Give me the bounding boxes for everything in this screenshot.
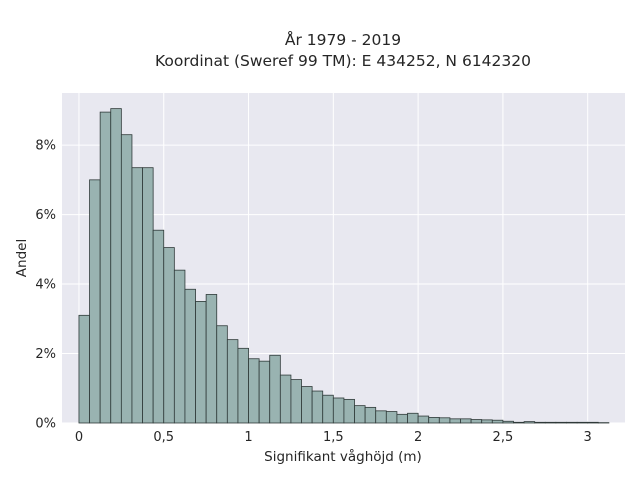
histogram-bar	[322, 394, 334, 424]
x-tick-label: 2,5	[493, 430, 514, 445]
bars-group	[78, 108, 610, 424]
histogram-bar	[120, 134, 133, 424]
histogram-bar	[438, 417, 451, 424]
y-tick-label: 2%	[35, 347, 56, 362]
y-tick-labels: 0% 2% 4% 6% 8%	[35, 139, 56, 432]
histogram-bar	[587, 421, 599, 424]
histogram-bar	[248, 358, 260, 424]
histogram-bar	[332, 397, 345, 424]
x-axis-label: Signifikant våghöjd (m)	[264, 448, 422, 465]
histogram-bar	[205, 294, 218, 424]
y-tick-label: 6%	[35, 208, 56, 223]
y-tick-label: 4%	[35, 278, 56, 293]
histogram-bar	[576, 421, 589, 424]
histogram-bar	[163, 247, 175, 424]
x-tick-label: 1	[244, 430, 252, 445]
histogram-bar	[269, 354, 281, 424]
histogram-bar	[110, 108, 122, 424]
histogram-bar	[523, 421, 536, 424]
histogram-bar	[131, 167, 143, 424]
y-tick-label: 8%	[35, 139, 56, 154]
histogram-bar	[491, 419, 504, 424]
histogram-bar	[470, 419, 483, 424]
histogram-bar	[311, 390, 324, 424]
x-tick-label: 1,5	[323, 430, 344, 445]
histogram-bar	[566, 421, 578, 424]
histogram-bar	[99, 111, 112, 424]
histogram-bar	[502, 420, 514, 424]
histogram-bar	[385, 411, 398, 424]
chart-title-line1: År 1979 - 2019	[285, 30, 401, 49]
histogram-bar	[184, 288, 196, 424]
histogram-bar	[407, 412, 419, 424]
x-tick-label: 2	[414, 430, 422, 445]
histogram-bar	[343, 398, 355, 424]
x-tick-label: 3	[584, 430, 592, 445]
histogram-bar	[290, 379, 302, 424]
histogram-bar	[481, 419, 493, 424]
histogram-bar	[237, 347, 249, 424]
histogram-bar	[428, 417, 440, 424]
histogram-bar	[354, 405, 366, 424]
histogram-bar	[513, 421, 525, 424]
histogram-bar	[449, 418, 461, 424]
histogram-bar	[216, 325, 228, 424]
histogram-bar	[555, 421, 567, 424]
histogram-bar	[417, 415, 430, 424]
histogram-bar	[152, 229, 165, 424]
histogram-bar	[78, 314, 90, 424]
histogram-bar	[396, 413, 408, 424]
chart-title-line2: Koordinat (Sweref 99 TM): E 434252, N 61…	[155, 52, 531, 70]
histogram-bar	[279, 374, 292, 424]
histogram-bar	[364, 406, 377, 424]
x-tick-label: 0	[75, 430, 83, 445]
histogram-bar	[375, 410, 387, 424]
histogram-bar	[89, 179, 101, 424]
y-axis-label: Andel	[14, 239, 30, 277]
y-tick-label: 0%	[35, 417, 56, 432]
histogram-bar	[173, 269, 186, 424]
histogram-bar	[544, 421, 557, 424]
histogram-bar	[301, 386, 313, 424]
histogram-bar	[195, 301, 207, 424]
histogram-bar	[142, 167, 154, 424]
histogram-bar	[226, 339, 239, 424]
x-tick-label: 0,5	[153, 430, 174, 445]
histogram-bar	[460, 418, 472, 424]
histogram-bar	[534, 421, 546, 424]
x-tick-labels: 0 0,5 1 1,5 2 2,5 3	[75, 430, 592, 445]
histogram-bar	[258, 360, 271, 424]
